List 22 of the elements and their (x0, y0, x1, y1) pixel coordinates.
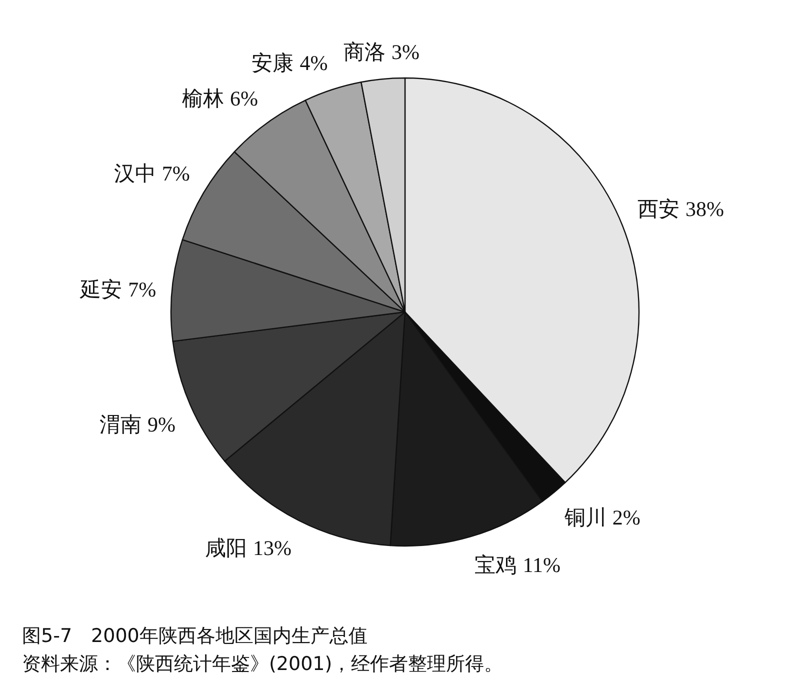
data-label: 13% (253, 536, 292, 560)
slice-label: 延安 (79, 277, 122, 302)
text: 图5-7 2000年陕西各地区国内生产总值 (22, 625, 368, 647)
slice-label: 汉中 (114, 162, 156, 186)
data-label: 7% (128, 277, 156, 302)
data-label: 9% (148, 412, 176, 436)
slice-label: 西安 (637, 196, 680, 221)
data-label: 7% (162, 162, 190, 186)
data-label: 11% (522, 553, 560, 578)
slice-label: 铜川 (563, 506, 606, 530)
slice-label: 咸阳 (205, 536, 247, 560)
data-label: 4% (300, 51, 328, 76)
slice-label: 宝鸡 (474, 553, 517, 578)
data-label: 2% (612, 506, 640, 530)
slice-label: 商洛 (343, 40, 386, 64)
data-label: 38% (685, 196, 724, 221)
slice-label: 渭南 (100, 412, 142, 436)
text: 资料来源：《陕西统计年鉴》(2001)，经作者整理所得。 (22, 653, 504, 675)
data-label: 6% (230, 86, 258, 111)
slice-label: 榆林 (182, 86, 224, 111)
slice-label: 安康 (252, 51, 294, 76)
data-label: 3% (391, 40, 420, 64)
